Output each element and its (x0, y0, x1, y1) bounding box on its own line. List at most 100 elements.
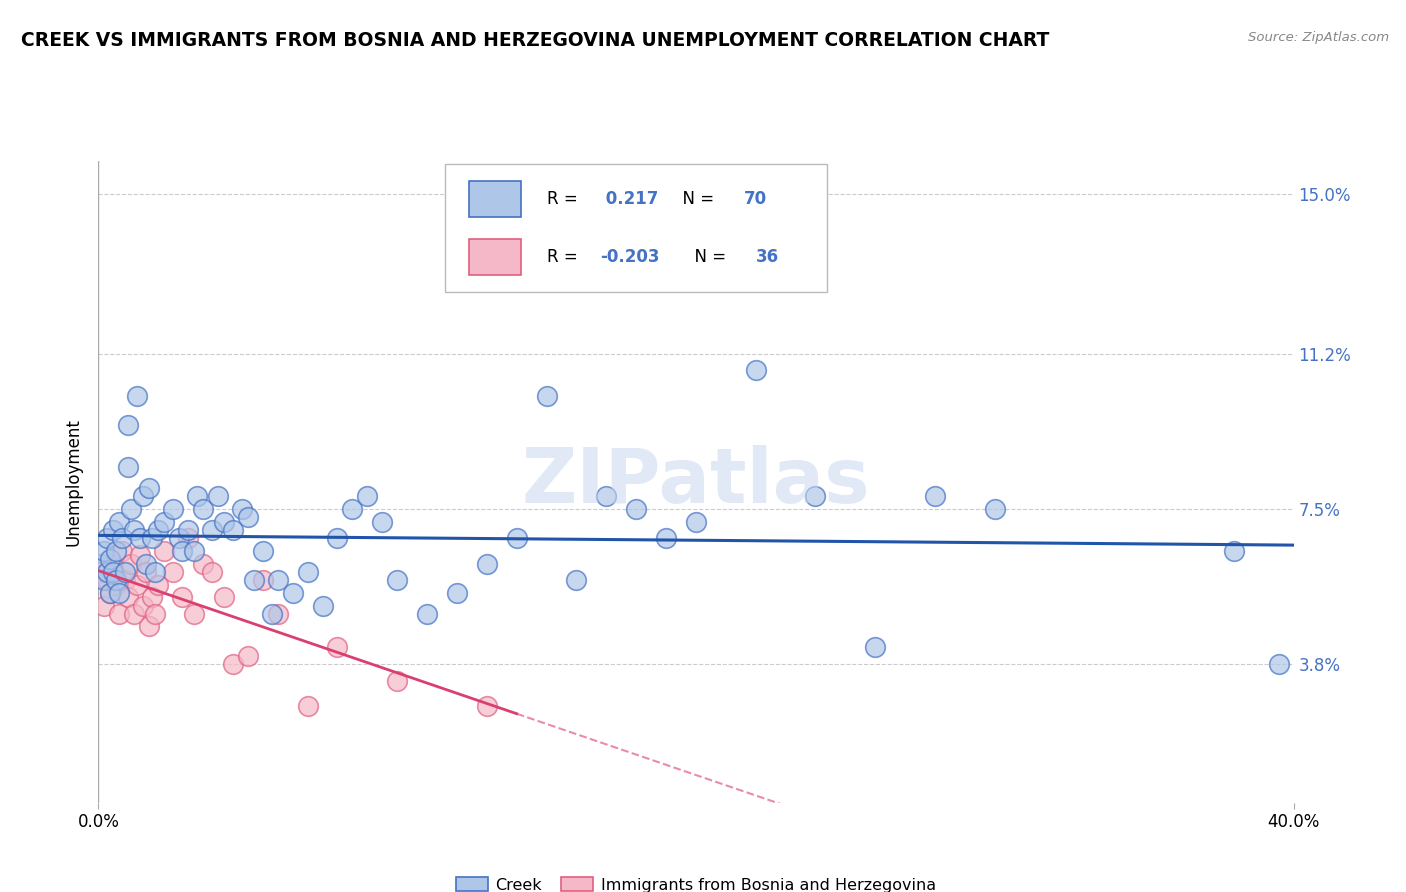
Point (127, 577, 149, 591)
Text: N =: N = (672, 190, 720, 208)
Point (685, 515, 707, 529)
Point (162, 565, 184, 579)
Point (297, 699, 319, 714)
Point (865, 640, 887, 655)
Point (172, 590, 194, 604)
Point (129, 532, 152, 546)
Text: ZIPatlas: ZIPatlas (522, 445, 870, 518)
Point (177, 532, 200, 546)
Point (96, 532, 118, 546)
Point (141, 532, 163, 546)
Point (117, 590, 139, 604)
Point (103, 565, 125, 579)
Point (183, 607, 205, 621)
Point (162, 502, 184, 516)
Point (108, 515, 131, 529)
Point (167, 532, 190, 546)
Legend: Creek, Immigrants from Bosnia and Herzegovina: Creek, Immigrants from Bosnia and Herzeg… (451, 872, 941, 892)
Point (212, 515, 235, 529)
Point (111, 532, 134, 546)
Point (148, 577, 170, 591)
Point (172, 544, 194, 558)
Point (191, 557, 214, 571)
Point (984, 502, 1007, 516)
Point (108, 586, 131, 600)
Point (100, 586, 122, 600)
Point (141, 590, 163, 604)
Point (96, 565, 118, 579)
Point (1267, 657, 1289, 672)
Y-axis label: Unemployment: Unemployment (65, 417, 83, 546)
Text: R =: R = (547, 190, 582, 208)
Point (132, 599, 155, 613)
Point (183, 544, 205, 558)
Point (138, 619, 160, 633)
Point (260, 607, 283, 621)
Point (153, 544, 176, 558)
Point (201, 523, 224, 537)
Point (252, 544, 274, 558)
Point (100, 552, 122, 566)
Text: Source: ZipAtlas.com: Source: ZipAtlas.com (1249, 31, 1389, 45)
Point (201, 565, 224, 579)
Point (129, 548, 152, 562)
Point (103, 557, 125, 571)
Point (100, 586, 122, 600)
Point (138, 481, 160, 495)
Point (311, 599, 333, 613)
Point (342, 502, 364, 516)
Point (231, 502, 253, 516)
Point (655, 532, 678, 546)
Text: 0.217: 0.217 (600, 190, 659, 208)
Point (804, 489, 827, 503)
Point (371, 515, 394, 529)
Point (111, 544, 134, 558)
Point (924, 489, 946, 503)
FancyBboxPatch shape (470, 181, 522, 217)
Point (222, 523, 245, 537)
Point (267, 607, 290, 621)
Point (127, 389, 149, 403)
Point (93, 544, 115, 558)
Point (326, 532, 349, 546)
Point (135, 565, 157, 579)
Point (475, 557, 498, 571)
FancyBboxPatch shape (444, 164, 827, 293)
Point (148, 523, 170, 537)
Point (222, 657, 245, 672)
Text: R =: R = (547, 248, 582, 266)
Point (105, 544, 128, 558)
Point (105, 574, 128, 588)
Point (93, 574, 115, 588)
Point (446, 586, 468, 600)
Point (114, 565, 136, 579)
Point (120, 502, 142, 516)
Point (475, 699, 498, 714)
Point (252, 574, 274, 588)
Point (565, 574, 588, 588)
Point (96, 574, 118, 588)
Point (90, 557, 112, 571)
Text: 70: 70 (744, 190, 766, 208)
Text: N =: N = (685, 248, 731, 266)
Point (90, 565, 112, 579)
Point (416, 607, 439, 621)
Point (191, 502, 214, 516)
Point (356, 489, 378, 503)
Point (243, 574, 266, 588)
Point (212, 590, 235, 604)
Point (745, 363, 768, 377)
Point (281, 586, 304, 600)
Point (124, 523, 146, 537)
Point (93, 599, 115, 613)
Point (267, 574, 290, 588)
Point (297, 565, 319, 579)
Point (108, 607, 131, 621)
Point (143, 607, 166, 621)
Point (132, 489, 155, 503)
Point (177, 523, 200, 537)
FancyBboxPatch shape (470, 239, 522, 275)
Point (385, 574, 409, 588)
Text: CREEK VS IMMIGRANTS FROM BOSNIA AND HERZEGOVINA UNEMPLOYMENT CORRELATION CHART: CREEK VS IMMIGRANTS FROM BOSNIA AND HERZ… (21, 31, 1049, 50)
Point (186, 489, 208, 503)
